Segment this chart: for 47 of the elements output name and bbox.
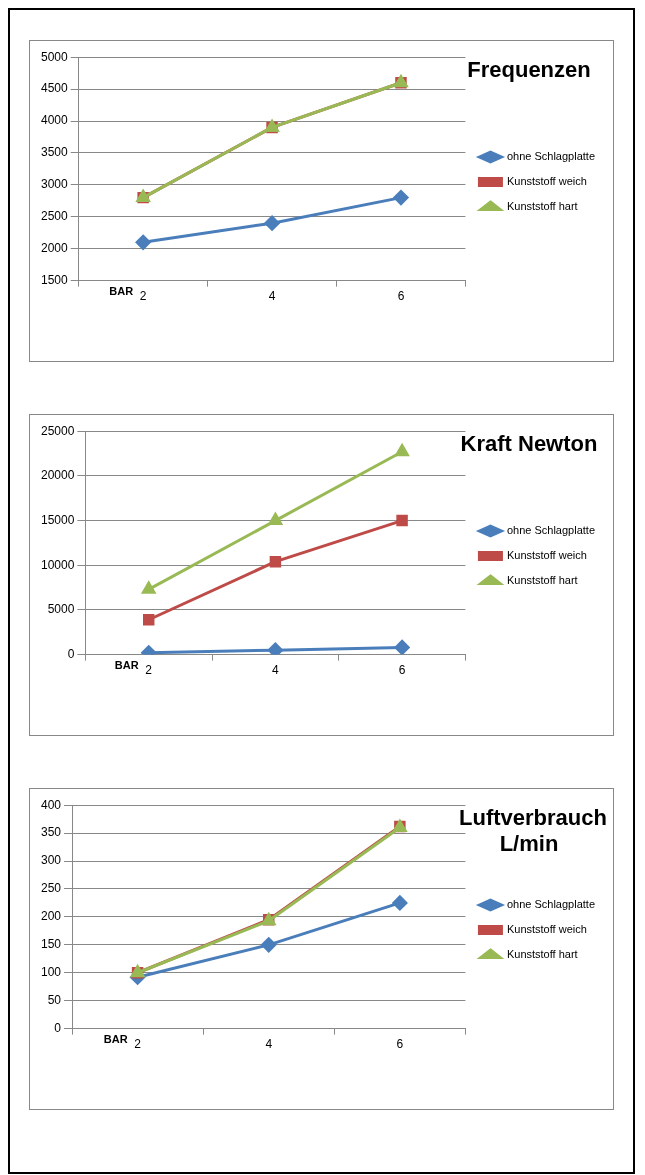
- x-tick-label: 4: [265, 1037, 273, 1052]
- text: Luftverbrauch L/min: [459, 805, 607, 857]
- y-tick-label: 250: [40, 881, 62, 896]
- y-tick-label: 15000: [40, 512, 75, 527]
- x-axis-title: BAR: [109, 285, 134, 298]
- legend-label: ohne Schlagplatte: [506, 150, 596, 163]
- x-tick-label: 6: [396, 1037, 404, 1052]
- y-tick-label: 10000: [40, 557, 75, 572]
- y-tick-label: 1500: [40, 272, 69, 287]
- text: Frequenzen: [466, 57, 592, 83]
- y-tick-label: 2500: [40, 209, 69, 224]
- legend-label: ohne Schlagplatte: [506, 898, 596, 911]
- y-tick-label: 50: [47, 992, 62, 1007]
- y-tick-label: 5000: [47, 602, 75, 617]
- x-tick-label: 4: [268, 289, 276, 304]
- x-tick-label: 2: [134, 1037, 142, 1052]
- legend-label: Kunststoff weich: [506, 923, 587, 936]
- y-tick-label: 3000: [40, 177, 69, 192]
- y-tick-label: 200: [40, 909, 62, 924]
- y-tick-label: 20000: [40, 468, 75, 483]
- y-tick-label: 150: [40, 937, 62, 952]
- x-tick-label: 6: [397, 289, 405, 304]
- y-tick-label: 5000: [40, 49, 69, 64]
- legend-label: ohne Schlagplatte: [506, 524, 596, 537]
- text: Kraft Newton: [459, 431, 599, 457]
- y-tick-label: 25000: [40, 423, 75, 438]
- y-tick-label: 100: [40, 965, 62, 980]
- y-tick-label: 4000: [40, 113, 69, 128]
- y-tick-label: 400: [40, 797, 62, 812]
- x-tick-label: 2: [145, 663, 153, 678]
- x-axis-title: BAR: [103, 1033, 128, 1046]
- y-tick-label: 4500: [40, 81, 69, 96]
- legend-label: Kunststoff weich: [506, 549, 587, 562]
- y-tick-label: 300: [40, 853, 62, 868]
- y-tick-label: 3500: [40, 145, 69, 160]
- y-tick-label: 0: [54, 1020, 62, 1035]
- legend-label: Kunststoff weich: [506, 175, 587, 188]
- y-tick-label: 2000: [40, 241, 69, 255]
- legend-label: Kunststoff hart: [506, 948, 578, 961]
- x-tick-label: 4: [272, 663, 280, 678]
- x-axis-title: BAR: [114, 659, 139, 672]
- y-tick-label: 0: [67, 646, 75, 661]
- legend-label: Kunststoff hart: [506, 200, 578, 213]
- legend-label: Kunststoff hart: [506, 574, 578, 587]
- x-tick-label: 6: [398, 663, 406, 678]
- y-tick-label: 350: [40, 825, 62, 840]
- x-tick-label: 2: [139, 289, 147, 304]
